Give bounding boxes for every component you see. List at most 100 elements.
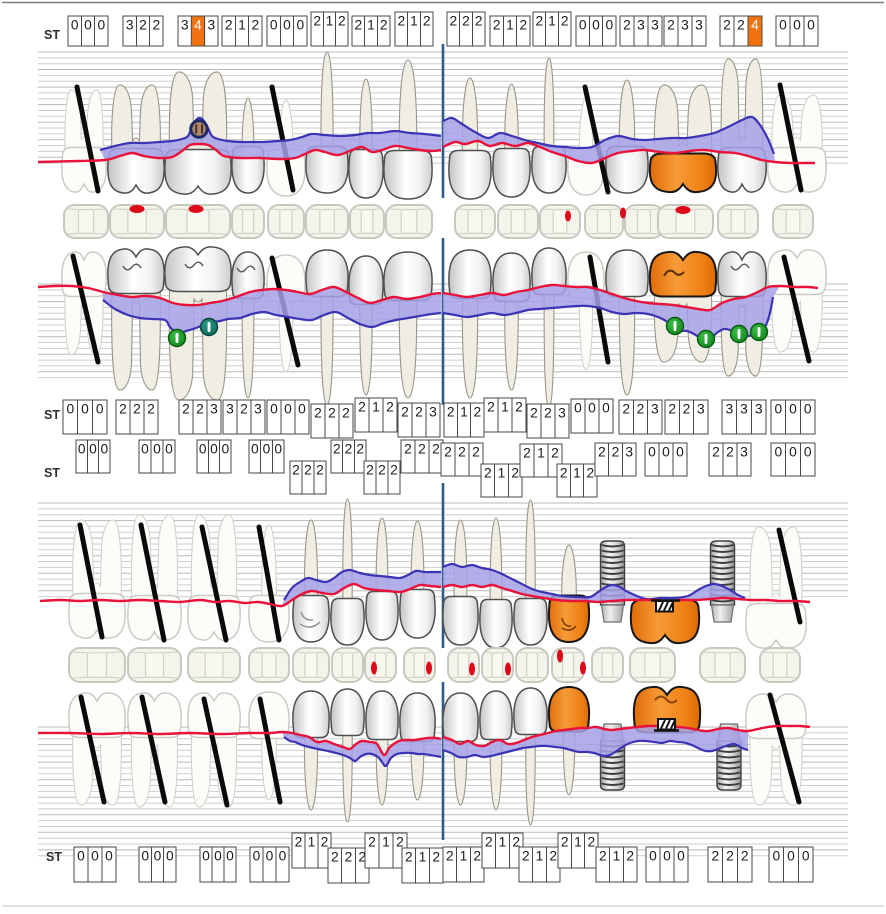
svg-text:0: 0 (166, 849, 174, 864)
svg-text:2: 2 (396, 835, 404, 850)
svg-text:1: 1 (536, 849, 544, 864)
svg-text:0: 0 (787, 849, 795, 864)
svg-text:2: 2 (314, 406, 322, 421)
svg-text:2: 2 (316, 463, 324, 478)
svg-text:1: 1 (506, 18, 514, 33)
svg-text:1: 1 (537, 446, 545, 461)
svg-text:2: 2 (139, 18, 147, 33)
svg-text:2: 2 (723, 18, 731, 33)
svg-text:2: 2 (515, 400, 523, 415)
svg-text:2: 2 (637, 402, 645, 417)
svg-text:4: 4 (751, 18, 759, 33)
svg-text:1: 1 (238, 18, 246, 33)
svg-text:0: 0 (81, 402, 89, 417)
svg-text:2: 2 (432, 442, 440, 457)
svg-text:3: 3 (207, 18, 215, 33)
svg-text:2: 2 (599, 849, 607, 864)
svg-text:0: 0 (270, 18, 278, 33)
svg-text:2: 2 (668, 402, 676, 417)
svg-text:2: 2 (418, 442, 426, 457)
svg-text:2: 2 (598, 445, 606, 460)
svg-text:0: 0 (202, 849, 210, 864)
svg-text:0: 0 (779, 18, 787, 33)
svg-text:0: 0 (602, 401, 610, 416)
svg-text:0: 0 (648, 445, 656, 460)
svg-text:2: 2 (737, 18, 745, 33)
svg-text:3: 3 (740, 402, 748, 417)
svg-text:1: 1 (419, 850, 427, 865)
svg-text:0: 0 (105, 849, 113, 864)
svg-text:2: 2 (473, 849, 481, 864)
svg-text:ST: ST (44, 28, 60, 42)
svg-text:0: 0 (226, 849, 234, 864)
svg-text:ST: ST (44, 466, 60, 480)
svg-text:2: 2 (447, 405, 455, 420)
svg-text:0: 0 (96, 402, 104, 417)
svg-text:2: 2 (152, 18, 160, 33)
svg-text:1: 1 (410, 14, 418, 29)
svg-text:2: 2 (726, 445, 734, 460)
svg-text:1: 1 (460, 405, 468, 420)
svg-text:2: 2 (432, 850, 440, 865)
svg-text:2: 2 (544, 406, 552, 421)
svg-text:0: 0 (251, 442, 259, 457)
svg-text:2: 2 (147, 402, 155, 417)
svg-text:3: 3 (695, 18, 703, 33)
svg-text:0: 0 (574, 401, 582, 416)
svg-text:0: 0 (605, 18, 613, 33)
svg-text:2: 2 (182, 402, 190, 417)
svg-text:2: 2 (338, 14, 346, 29)
svg-text:2: 2 (133, 402, 141, 417)
svg-text:2: 2 (401, 405, 409, 420)
svg-text:2: 2 (462, 14, 470, 29)
svg-text:0: 0 (274, 442, 282, 457)
svg-text:2: 2 (328, 406, 336, 421)
svg-text:2: 2 (712, 445, 720, 460)
svg-text:0: 0 (649, 849, 657, 864)
svg-text:2: 2 (623, 18, 631, 33)
svg-text:2: 2 (622, 402, 630, 417)
svg-text:2: 2 (321, 835, 329, 850)
svg-text:0: 0 (89, 442, 97, 457)
svg-text:2: 2 (493, 18, 501, 33)
svg-text:2: 2 (458, 445, 466, 460)
svg-text:2: 2 (626, 849, 634, 864)
svg-text:2: 2 (331, 850, 339, 865)
svg-text:3: 3 (181, 18, 189, 33)
svg-text:2: 2 (586, 466, 594, 481)
svg-text:2: 2 (313, 14, 321, 29)
svg-text:2: 2 (612, 445, 620, 460)
svg-text:1: 1 (573, 466, 581, 481)
svg-text:1: 1 (308, 835, 316, 850)
svg-text:0: 0 (153, 442, 161, 457)
svg-text:0: 0 (279, 849, 287, 864)
svg-text:0: 0 (298, 402, 306, 417)
svg-text:2: 2 (485, 835, 493, 850)
svg-text:0: 0 (284, 402, 292, 417)
svg-text:0: 0 (199, 442, 207, 457)
svg-text:0: 0 (296, 18, 304, 33)
svg-text:2: 2 (304, 463, 312, 478)
svg-text:3: 3 (558, 406, 566, 421)
svg-text:3: 3 (625, 445, 633, 460)
svg-text:2: 2 (587, 835, 595, 850)
svg-text:3: 3 (637, 18, 645, 33)
svg-text:2: 2 (446, 849, 454, 864)
svg-text:1: 1 (613, 849, 621, 864)
svg-text:3: 3 (651, 402, 659, 417)
svg-text:2: 2 (475, 14, 483, 29)
svg-text:2: 2 (380, 18, 388, 33)
svg-text:0: 0 (266, 849, 274, 864)
svg-text:0: 0 (774, 402, 782, 417)
svg-text:2: 2 (345, 850, 353, 865)
svg-text:2: 2 (356, 442, 364, 457)
svg-text:2: 2 (726, 849, 734, 864)
svg-text:2: 2 (667, 18, 675, 33)
svg-text:2: 2 (449, 14, 457, 29)
svg-text:2: 2 (292, 463, 300, 478)
svg-text:0: 0 (592, 18, 600, 33)
svg-text:2: 2 (358, 400, 366, 415)
svg-text:ST: ST (46, 850, 62, 864)
svg-text:2: 2 (522, 849, 530, 864)
svg-text:2: 2 (535, 14, 543, 29)
